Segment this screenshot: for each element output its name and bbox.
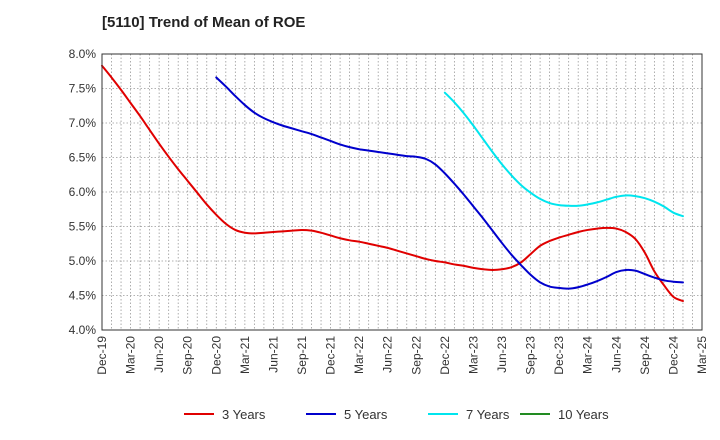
x-axis-ticks: Dec-19 Mar-20 Jun-20 Sep-20 Dec-20 Mar-21 Jun-… — [95, 336, 709, 375]
y-tick-label: 7.5% — [69, 82, 97, 96]
legend: 3 Years 5 Years 7 Years 10 Years — [184, 407, 609, 422]
y-tick-label: 7.0% — [69, 116, 97, 130]
x-tick-label: Dec-21 — [324, 336, 338, 375]
plot-frame — [101, 53, 703, 331]
x-tick-label: Sep-20 — [181, 336, 195, 375]
x-tick-label: Dec-22 — [438, 336, 452, 375]
x-tick-label: Mar-25 — [695, 336, 709, 374]
legend-label: 7 Years — [466, 407, 510, 422]
y-tick-label: 5.0% — [69, 254, 97, 268]
x-tick-label: Jun-20 — [152, 336, 166, 373]
x-tick-label: Mar-22 — [352, 336, 366, 374]
x-tick-label: Mar-24 — [581, 336, 595, 374]
series-line-7-years — [443, 91, 684, 218]
x-tick-label: Mar-23 — [466, 336, 480, 374]
legend-label: 5 Years — [344, 407, 388, 422]
x-tick-label: Dec-19 — [95, 336, 109, 375]
y-tick-label: 5.5% — [69, 220, 97, 234]
x-tick-label: Sep-23 — [524, 336, 538, 375]
x-tick-label: Dec-20 — [209, 336, 223, 375]
y-tick-label: 8.0% — [69, 47, 97, 61]
chart-title: [5110] Trend of Mean of ROE — [102, 14, 306, 31]
grid-layer — [102, 54, 702, 330]
x-tick-label: Mar-21 — [238, 336, 252, 374]
y-tick-label: 6.0% — [69, 185, 97, 199]
series-line-3-years — [101, 64, 684, 303]
x-tick-label: Jun-24 — [609, 336, 623, 373]
x-tick-label: Dec-24 — [666, 336, 680, 375]
x-tick-label: Jun-21 — [266, 336, 280, 373]
x-tick-label: Sep-24 — [638, 336, 652, 375]
y-tick-label: 4.5% — [69, 289, 97, 303]
x-tick-label: Sep-22 — [409, 336, 423, 375]
legend-label: 3 Years — [222, 407, 266, 422]
series-line-5-years — [215, 76, 684, 290]
series-layer — [101, 64, 684, 303]
x-tick-label: Jun-22 — [381, 336, 395, 373]
frame-layer — [101, 53, 703, 331]
x-tick-label: Sep-21 — [295, 336, 309, 375]
x-tick-label: Jun-23 — [495, 336, 509, 373]
x-tick-label: Mar-20 — [124, 336, 138, 374]
y-tick-label: 4.0% — [69, 323, 97, 337]
y-tick-label: 6.5% — [69, 151, 97, 165]
legend-label: 10 Years — [558, 407, 609, 422]
y-axis-ticks: 4.0% 4.5% 5.0% 5.5% 6.0% 6.5% 7.0% 7.5% 8.0% — [69, 47, 97, 337]
x-tick-label: Dec-23 — [552, 336, 566, 375]
